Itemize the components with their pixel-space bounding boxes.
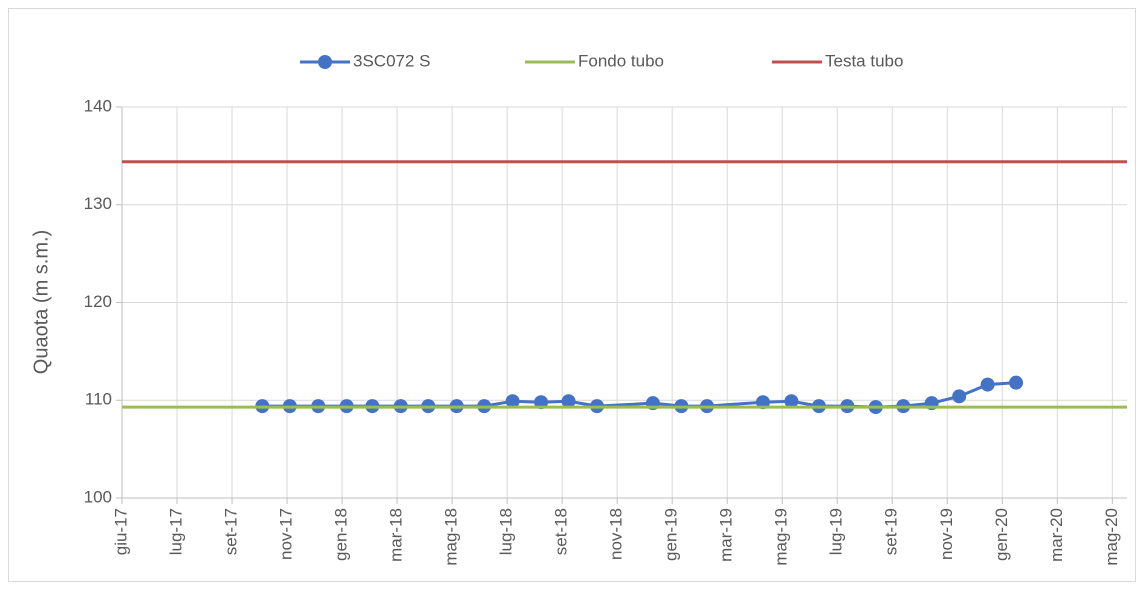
legend-label: Fondo tubo xyxy=(578,51,664,70)
y-tick-label: 120 xyxy=(84,292,112,311)
x-tick-label: mag-20 xyxy=(1102,508,1121,566)
x-tick-label: nov-17 xyxy=(277,508,296,560)
marker xyxy=(1009,375,1024,390)
y-axis-label: Quaota (m s.m.) xyxy=(30,230,52,374)
x-tick-label: set-18 xyxy=(552,508,571,555)
x-tick-label: mag-19 xyxy=(772,508,791,566)
x-tick-label: gen-18 xyxy=(332,508,351,561)
legend-marker xyxy=(318,55,332,69)
y-tick-label: 110 xyxy=(85,390,112,409)
y-tick-label: 100 xyxy=(84,487,112,506)
x-tick-label: mar-20 xyxy=(1047,508,1066,562)
marker xyxy=(952,389,967,404)
marker xyxy=(505,394,520,409)
x-tick-label: mag-18 xyxy=(442,508,461,566)
marker xyxy=(561,394,576,409)
x-tick-label: gen-19 xyxy=(662,508,681,561)
x-tick-label: lug-17 xyxy=(167,508,186,555)
x-tick-label: lug-19 xyxy=(827,508,846,555)
marker xyxy=(980,377,995,392)
x-tick-label: set-17 xyxy=(222,508,241,555)
x-tick-label: giu-17 xyxy=(111,508,130,555)
chart-border xyxy=(8,8,1136,582)
x-tick-label: gen-20 xyxy=(992,508,1011,561)
x-tick-label: mar-19 xyxy=(717,508,736,562)
y-tick-label: 130 xyxy=(84,194,112,213)
y-tick-label: 140 xyxy=(84,96,112,115)
legend-label: 3SC072 S xyxy=(353,51,431,70)
marker xyxy=(784,394,799,409)
x-tick-label: mar-18 xyxy=(387,508,406,562)
x-tick-label: nov-18 xyxy=(607,508,626,560)
x-tick-label: set-19 xyxy=(882,508,901,555)
legend-label: Testa tubo xyxy=(825,51,903,70)
x-tick-label: nov-19 xyxy=(937,508,956,560)
x-tick-label: lug-18 xyxy=(497,508,516,555)
